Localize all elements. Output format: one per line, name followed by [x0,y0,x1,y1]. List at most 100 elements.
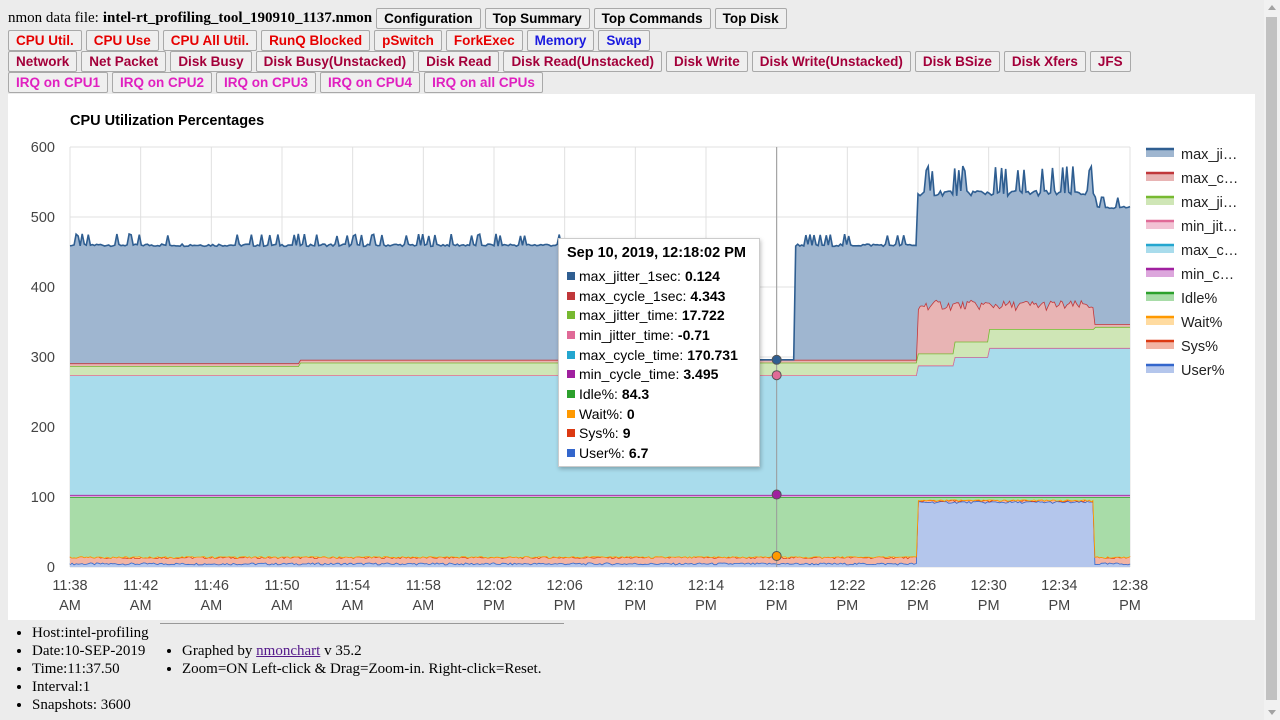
legend-item[interactable]: max_c… [1146,243,1238,259]
area-max_cycle_1sec [70,299,1130,367]
memory-button[interactable]: Memory [526,30,595,51]
disk-read-unstacked-button[interactable]: Disk Read(Unstacked) [503,51,662,72]
tooltip-swatch [567,389,575,398]
legend-label: Sys% [1181,339,1218,355]
disk-write-button[interactable]: Disk Write [666,51,748,72]
y-tick-label: 300 [31,350,55,366]
cpu-utilization-chart[interactable]: CPU Utilization Percentages 0 100 200 300 40… [8,94,1255,620]
scroll-thumb[interactable] [1266,17,1277,700]
irq-cpu4-button[interactable]: IRQ on CPU4 [320,72,421,93]
top-summary-button[interactable]: Top Summary [484,8,590,29]
file-info: Host:intel-profiling Date:10-SEP-2019 Ti… [8,624,149,714]
disk-bsize-button[interactable]: Disk BSize [914,51,1000,72]
file-header: nmon data file: intel-rt_profiling_tool_… [8,8,791,29]
legend-label: min_jit… [1181,219,1237,235]
x-tick-label: 12:30 [971,578,1007,594]
x-tick-label: 12:34 [1041,578,1077,594]
tooltip-series-value: 17.722 [681,307,725,324]
disk-busy-button[interactable]: Disk Busy [170,51,252,72]
x-tick-label: 12:18 [759,578,795,594]
tooltip-series-name: Wait%: [579,405,623,422]
hover-markers [771,147,782,567]
snapshots-info: Snapshots: 3600 [32,696,149,714]
tooltip-row: max_cycle_1sec: 4.343 [567,286,751,306]
disk-write-unstacked-button[interactable]: Disk Write(Unstacked) [751,51,911,72]
legend-item[interactable]: Sys% [1146,339,1218,355]
irq-cpu2-button[interactable]: IRQ on CPU2 [112,72,213,93]
disk-xfers-button[interactable]: Disk Xfers [1003,51,1086,72]
chart-panel[interactable]: CPU Utilization Percentages 0 100 200 300 40… [8,94,1255,620]
x-tick-ampm: PM [483,598,505,614]
x-tick-label: 11:42 [123,578,158,594]
swap-button[interactable]: Swap [598,30,650,51]
tooltip-series-value: 0.124 [684,267,720,284]
y-tick-label: 100 [31,490,55,506]
disk-read-button[interactable]: Disk Read [418,51,500,72]
tooltip-series-value: 170.731 [687,346,738,363]
tooltip-row: User%: 6.7 [567,443,751,463]
irq-cpu3-button[interactable]: IRQ on CPU3 [216,72,317,93]
x-tick-ampm: PM [836,598,858,614]
legend-item[interactable]: max_ji… [1146,147,1237,163]
network-button[interactable]: Network [8,51,78,72]
io-graph-buttons: Network Net Packet Disk Busy Disk Busy(U… [8,51,1135,73]
area-User-pct [70,500,1130,567]
legend-swatch [1146,341,1174,349]
configuration-button[interactable]: Configuration [376,8,481,29]
tooltip-series-name: Sys%: [579,425,619,442]
top-commands-button[interactable]: Top Commands [593,8,711,29]
cpu-util-button[interactable]: CPU Util. [8,30,82,51]
tooltip-title: Sep 10, 2019, 12:18:02 PM [567,245,746,261]
net-packet-button[interactable]: Net Packet [81,51,167,72]
legend-item[interactable]: Wait% [1146,315,1222,331]
tooltip-series-name: max_jitter_1sec: [579,267,681,284]
legend-item[interactable]: Idle% [1146,291,1217,307]
tooltip-series-name: min_jitter_time: [579,326,674,343]
forkexec-button[interactable]: ForkExec [445,30,523,51]
x-tick-label: 11:54 [335,578,370,594]
page-scrollbar[interactable] [1264,0,1280,720]
area-Idle-pct [70,497,1130,559]
x-tick-ampm: AM [271,598,293,614]
x-tick-label: 12:14 [688,578,724,594]
tooltip-row: Wait%: 0 [567,404,751,424]
irq-cpu1-button[interactable]: IRQ on CPU1 [8,72,109,93]
pswitch-button[interactable]: pSwitch [374,30,442,51]
x-tick-ampm: AM [200,598,222,614]
scroll-down-arrow-icon[interactable] [1268,710,1276,715]
legend-swatch [1146,221,1174,229]
jfs-button[interactable]: JFS [1089,51,1131,72]
nmonchart-link[interactable]: nmonchart [256,643,321,659]
cpu-all-util-button[interactable]: CPU All Util. [162,30,258,51]
runq-blocked-button[interactable]: RunQ Blocked [261,30,371,51]
x-tick-ampm: PM [624,598,646,614]
tooltip-series-value: 9 [622,425,631,442]
chart-legend[interactable]: max_ji… max_c… max_ji… min_jit… max_c… min_c…… [1146,147,1238,379]
legend-swatch [1146,269,1174,277]
x-tick-label: 12:26 [900,578,936,594]
legend-item[interactable]: min_c… [1146,267,1234,283]
x-tick-label: 11:50 [264,578,299,594]
tooltip-row: Sys%: 9 [567,424,751,444]
version-label: v 35.2 [324,643,362,659]
top-disk-button[interactable]: Top Disk [714,8,787,29]
scroll-up-arrow-icon[interactable] [1268,5,1276,10]
tooltip-swatch [567,370,575,379]
x-axis: 11:38 AM 11:42 AM 11:46 AM 11:50 AM 11:54 AM 11:58… [52,578,1148,614]
legend-item[interactable]: User% [1146,363,1225,379]
x-tick-ampm: PM [695,598,717,614]
irq-all-cpus-button[interactable]: IRQ on all CPUs [424,72,543,93]
y-tick-label: 600 [31,140,55,156]
cpu-use-button[interactable]: CPU Use [85,30,159,51]
chart-title: CPU Utilization Percentages [70,113,264,129]
x-tick-label: 11:46 [194,578,229,594]
tooltip-row: max_cycle_time: 170.731 [567,345,751,365]
legend-swatch [1146,365,1174,373]
legend-item[interactable]: max_c… [1146,171,1238,187]
disk-busy-unstacked-button[interactable]: Disk Busy(Unstacked) [255,51,415,72]
legend-item[interactable]: min_jit… [1146,219,1237,235]
x-tick-ampm: AM [342,598,364,614]
tooltip-series-value: 84.3 [621,385,650,402]
legend-label: max_c… [1181,171,1238,187]
legend-item[interactable]: max_ji… [1146,195,1237,211]
